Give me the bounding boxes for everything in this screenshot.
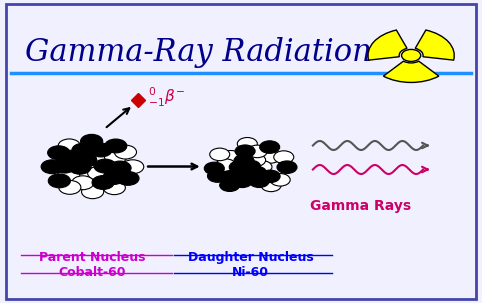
Circle shape [215, 159, 236, 171]
Circle shape [75, 153, 97, 167]
Circle shape [220, 179, 240, 191]
Text: Cobalt-60: Cobalt-60 [59, 266, 126, 278]
Circle shape [105, 139, 127, 153]
Circle shape [210, 148, 230, 161]
Circle shape [246, 166, 267, 179]
Circle shape [54, 159, 76, 173]
Circle shape [247, 145, 268, 158]
Circle shape [232, 175, 252, 188]
Circle shape [103, 171, 125, 185]
Circle shape [48, 146, 70, 160]
Text: $^{0}_{-1}\beta^{-}$: $^{0}_{-1}\beta^{-}$ [147, 86, 185, 109]
Text: Ni-60: Ni-60 [232, 266, 269, 278]
Circle shape [221, 151, 241, 163]
Circle shape [241, 160, 261, 173]
Circle shape [121, 160, 144, 174]
Text: Gamma Rays: Gamma Rays [310, 198, 411, 212]
Circle shape [249, 175, 269, 188]
Circle shape [75, 166, 97, 180]
Circle shape [277, 161, 297, 174]
FancyBboxPatch shape [6, 4, 476, 299]
Circle shape [221, 170, 241, 183]
Circle shape [252, 161, 272, 173]
Circle shape [58, 139, 80, 153]
Circle shape [261, 179, 281, 191]
Circle shape [81, 185, 104, 199]
Circle shape [90, 143, 112, 157]
Circle shape [72, 176, 94, 190]
Circle shape [92, 175, 114, 189]
Wedge shape [383, 61, 439, 82]
Wedge shape [368, 30, 407, 60]
Circle shape [260, 170, 280, 183]
Text: Parent Nucleus: Parent Nucleus [39, 251, 146, 264]
Text: Gamma-Ray Radiation: Gamma-Ray Radiation [26, 37, 372, 68]
Circle shape [103, 181, 125, 195]
Circle shape [105, 150, 127, 164]
Circle shape [270, 174, 290, 186]
Circle shape [246, 154, 266, 166]
Text: Daughter Nucleus: Daughter Nucleus [187, 251, 313, 264]
Circle shape [109, 161, 131, 175]
Circle shape [229, 161, 249, 173]
Circle shape [235, 145, 255, 158]
Circle shape [260, 151, 281, 163]
Circle shape [48, 174, 70, 188]
Wedge shape [415, 30, 454, 60]
Circle shape [235, 166, 255, 179]
Circle shape [114, 145, 136, 159]
Circle shape [402, 49, 421, 62]
Circle shape [58, 168, 80, 182]
Circle shape [204, 162, 224, 175]
Circle shape [58, 150, 80, 164]
Circle shape [88, 166, 110, 180]
Circle shape [207, 170, 228, 182]
Circle shape [80, 134, 103, 148]
Circle shape [72, 143, 94, 157]
Circle shape [69, 160, 91, 174]
Circle shape [237, 138, 257, 150]
Circle shape [41, 160, 63, 174]
Circle shape [117, 171, 139, 185]
Circle shape [274, 151, 294, 163]
Circle shape [88, 153, 110, 167]
Circle shape [260, 141, 280, 153]
Circle shape [59, 180, 81, 194]
Circle shape [94, 159, 116, 173]
Circle shape [234, 155, 254, 167]
